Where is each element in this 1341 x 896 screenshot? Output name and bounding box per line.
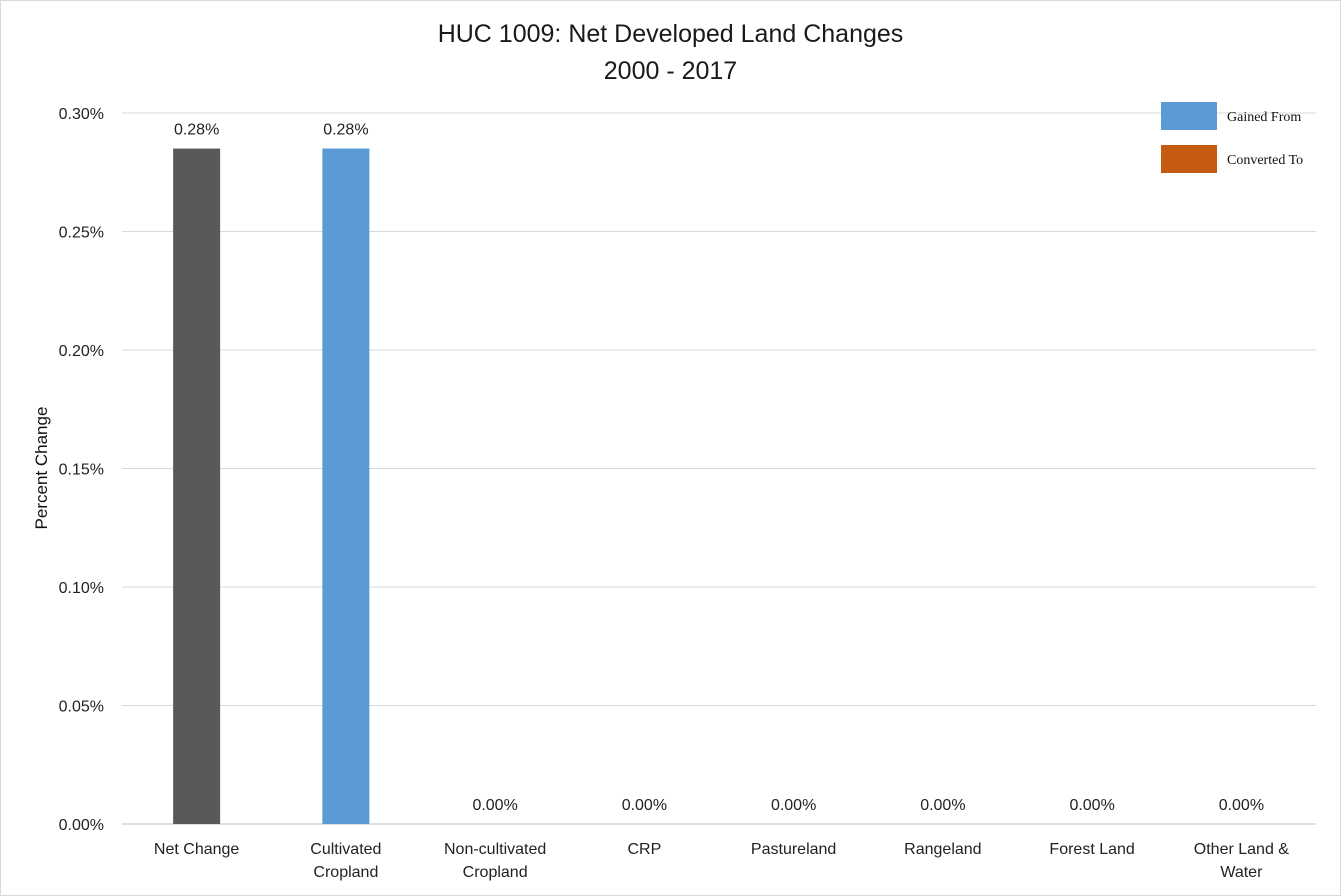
bar (173, 148, 221, 825)
bar (322, 148, 370, 825)
y-tick-label: 0.10% (59, 580, 104, 597)
data-label: 0.00% (920, 797, 965, 814)
x-tick-label: Net Change (154, 841, 239, 858)
x-tick-label: Forest Land (1049, 841, 1134, 858)
x-tick-label: Non-cultivated Cropland (444, 841, 546, 881)
y-tick-label: 0.25% (59, 225, 104, 242)
legend-label: Gained From (1227, 110, 1301, 125)
data-label: 0.28% (174, 122, 219, 139)
x-tick-label: Other Land & Water (1194, 841, 1290, 881)
legend-label: Converted To (1227, 153, 1303, 168)
x-tick-label: Cultivated Cropland (310, 841, 381, 881)
y-axis-label: Percent Change (32, 407, 51, 530)
data-label: 0.00% (1069, 797, 1114, 814)
y-tick-label: 0.30% (59, 106, 104, 123)
legend-swatch (1161, 102, 1217, 130)
legend-swatch (1161, 145, 1217, 173)
data-label: 0.00% (1219, 797, 1264, 814)
x-tick-label: CRP (627, 841, 661, 858)
x-tick-label: Rangeland (904, 841, 981, 858)
y-tick-label: 0.15% (59, 462, 104, 479)
chart-title: HUC 1009: Net Developed Land Changes (437, 20, 904, 48)
y-tick-label: 0.00% (59, 817, 104, 834)
y-tick-label: 0.05% (59, 699, 104, 716)
data-label: 0.00% (622, 797, 667, 814)
data-label: 0.28% (323, 122, 368, 139)
chart-subtitle: 2000 - 2017 (603, 57, 738, 85)
data-label: 0.00% (472, 797, 517, 814)
y-tick-label: 0.20% (59, 343, 104, 360)
x-tick-label: Pastureland (751, 841, 836, 858)
data-label: 0.00% (771, 797, 816, 814)
